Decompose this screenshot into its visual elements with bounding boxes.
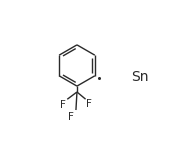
Text: F: F: [60, 100, 66, 110]
Text: F: F: [86, 99, 92, 109]
Text: F: F: [68, 112, 74, 122]
Text: Sn: Sn: [131, 70, 148, 84]
